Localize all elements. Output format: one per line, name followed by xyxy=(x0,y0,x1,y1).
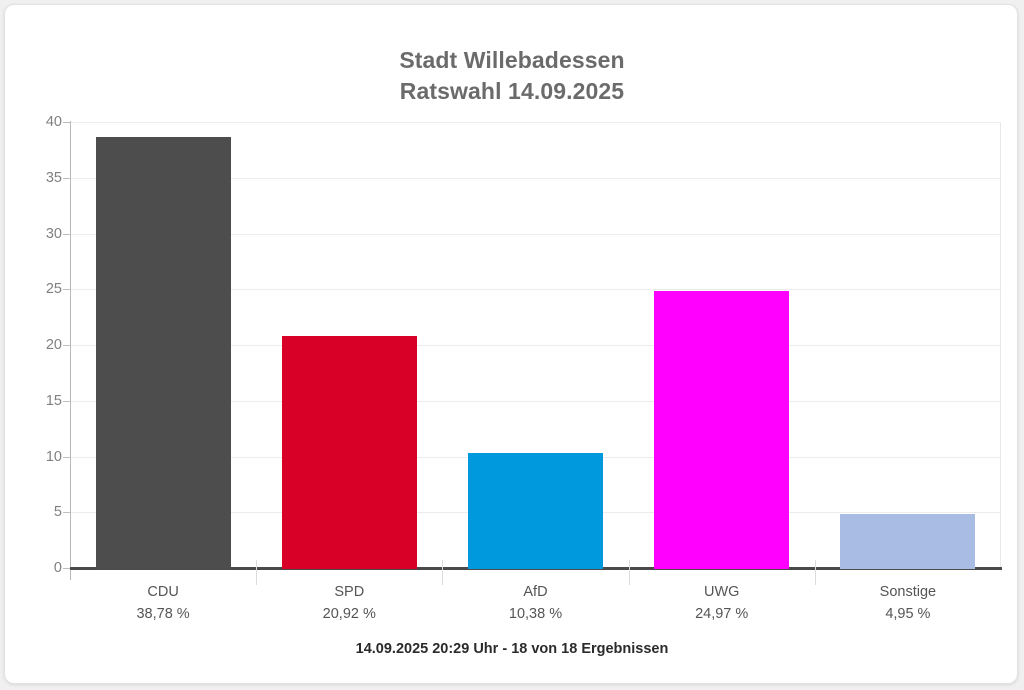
y-tick-label-25: 25 xyxy=(45,281,62,298)
category-separator xyxy=(629,560,630,585)
y-tick-label-20: 20 xyxy=(45,337,62,353)
y-tick-label-30: 30 xyxy=(45,225,62,242)
y-tick-label-0: 0 xyxy=(53,560,62,576)
bar-spd[interactable] xyxy=(281,335,417,569)
y-axis-line xyxy=(70,121,71,580)
gridline-15 xyxy=(71,400,1001,402)
y-tick-label-10: 10 xyxy=(45,448,62,465)
x-label-sonstige: Sonstige 4,95 % xyxy=(815,581,1001,625)
y-tick-mark-0 xyxy=(63,568,71,569)
y-axis-ticks: 0 5 10 15 20 25 30 35 40 xyxy=(5,5,71,683)
title-line-1: Stadt Willebadessen xyxy=(399,47,625,73)
page-title: Stadt Willebadessen Ratswahl 14.09.2025 xyxy=(5,45,1017,107)
chart-card: Stadt Willebadessen Ratswahl 14.09.2025 … xyxy=(4,4,1018,684)
y-tick-mark-40 xyxy=(63,122,71,123)
gridline-30 xyxy=(71,233,1001,235)
gridline-35 xyxy=(71,177,1001,179)
gridline-20 xyxy=(71,345,1001,346)
bar-sonstige[interactable] xyxy=(840,513,976,569)
category-separator xyxy=(442,560,443,585)
y-tick-mark-30 xyxy=(63,233,71,235)
title-line-2: Ratswahl 14.09.2025 xyxy=(399,78,625,104)
y-tick-label-5: 5 xyxy=(53,504,62,521)
party-name: AfD xyxy=(523,584,548,600)
y-tick-mark-15 xyxy=(63,400,71,402)
party-percentage: 24,97 % xyxy=(695,606,749,622)
party-name: UWG xyxy=(703,584,740,600)
bar-uwg[interactable] xyxy=(654,290,790,569)
x-label-cdu: CDU 38,78 % xyxy=(70,581,256,625)
gridline-25 xyxy=(71,289,1001,291)
x-axis-labels: CDU 38,78 % SPD 20,92 % AfD 10,38 % UWG 24,97 %… xyxy=(70,581,1001,629)
y-tick-mark-35 xyxy=(63,177,71,179)
category-separator xyxy=(256,560,257,585)
bar-cdu[interactable] xyxy=(95,136,231,569)
y-tick-label-40: 40 xyxy=(45,114,62,130)
x-label-spd: SPD 20,92 % xyxy=(256,581,442,625)
result-status-note: 14.09.2025 20:29 Uhr - 18 von 18 Ergebni… xyxy=(355,641,669,657)
party-percentage: 20,92 % xyxy=(322,606,376,622)
party-name: SPD xyxy=(334,584,365,600)
y-tick-label-35: 35 xyxy=(45,169,62,186)
party-percentage: 4,95 % xyxy=(885,606,931,622)
y-tick-mark-5 xyxy=(63,512,71,514)
party-name: CDU xyxy=(147,584,179,600)
x-label-uwg: UWG 24,97 % xyxy=(629,581,815,625)
party-name: Sonstige xyxy=(879,584,937,600)
category-separator xyxy=(815,560,816,585)
gridline-40 xyxy=(71,122,1001,123)
x-label-afd: AfD 10,38 % xyxy=(442,581,628,625)
party-percentage: 38,78 % xyxy=(136,606,190,622)
y-tick-label-15: 15 xyxy=(45,392,62,409)
bar-series xyxy=(5,5,1017,683)
y-tick-mark-25 xyxy=(63,289,71,291)
y-tick-mark-10 xyxy=(63,456,71,458)
party-percentage: 10,38 % xyxy=(508,606,563,622)
bar-afd[interactable] xyxy=(468,453,603,569)
y-tick-mark-20 xyxy=(63,345,71,346)
